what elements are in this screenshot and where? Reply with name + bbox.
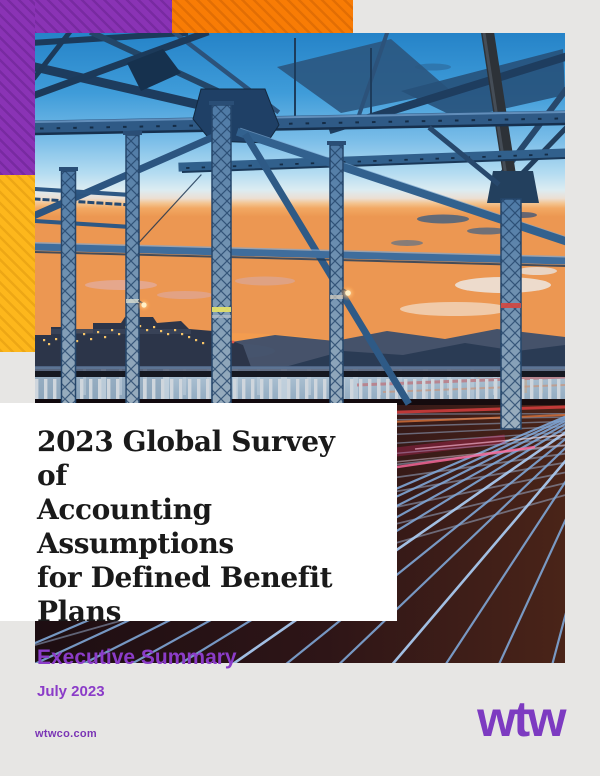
decor-amber-left-column bbox=[0, 175, 35, 352]
wtw-logo: wtw bbox=[477, 691, 566, 747]
title-line-3: for Defined Benefit Plans bbox=[37, 561, 333, 628]
railing bbox=[35, 369, 565, 403]
decor-orange-top-bar bbox=[172, 0, 353, 33]
report-date: July 2023 bbox=[37, 683, 105, 700]
title-line-1: 2023 Global Survey of bbox=[37, 425, 335, 492]
bridge-lamps bbox=[137, 285, 356, 312]
footer-url: wtwco.com bbox=[35, 728, 97, 740]
title-panel: 2023 Global Survey of Accounting Assumpt… bbox=[0, 403, 397, 700]
decor-purple-left-column bbox=[0, 0, 35, 175]
report-subtitle: Executive Summary bbox=[37, 646, 237, 669]
report-title: 2023 Global Survey of Accounting Assumpt… bbox=[37, 425, 369, 629]
truss-structure bbox=[26, 21, 572, 430]
title-line-2: Accounting Assumptions bbox=[37, 493, 234, 560]
